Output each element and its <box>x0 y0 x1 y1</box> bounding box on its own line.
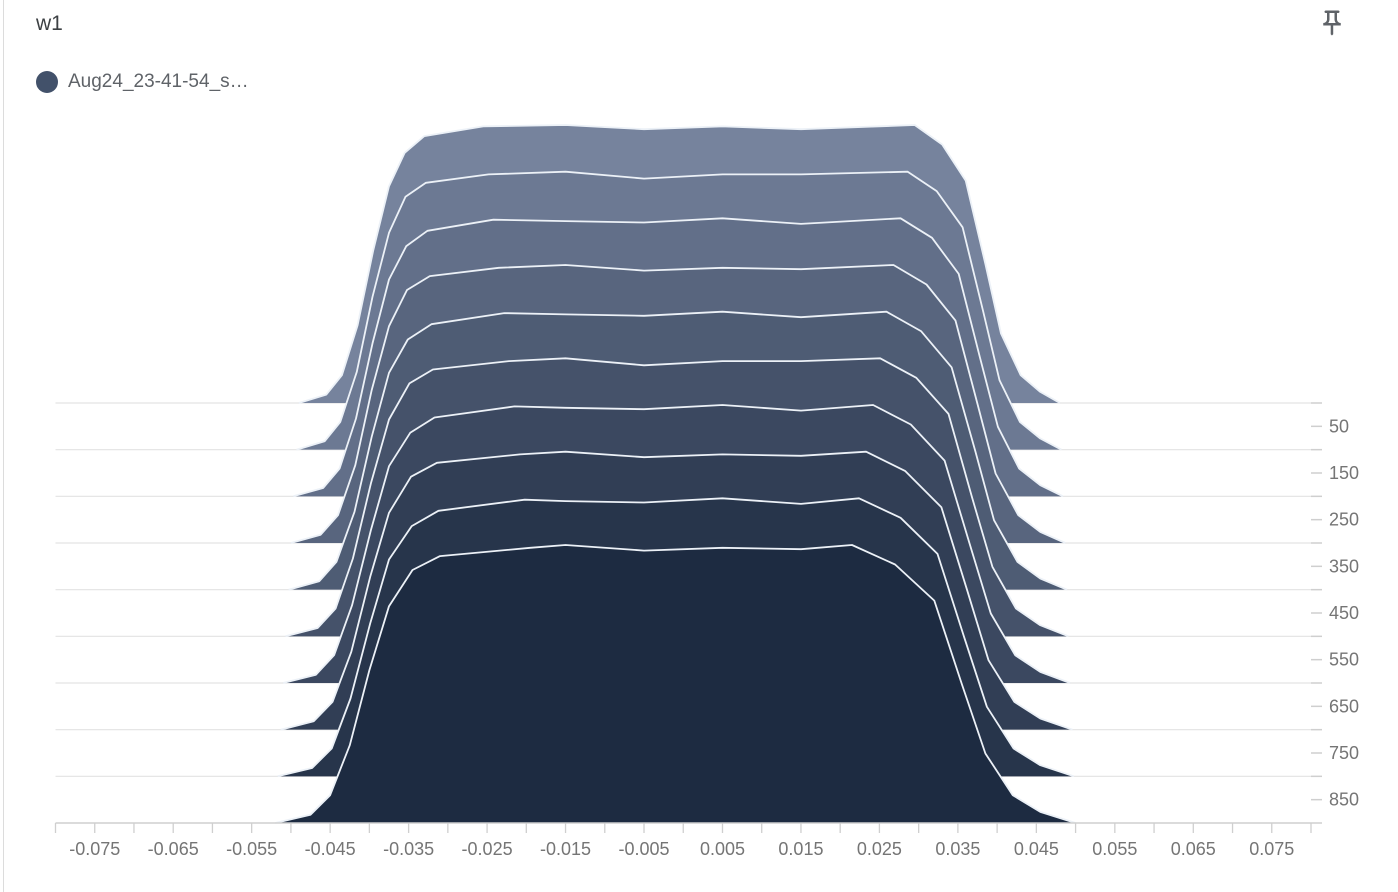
step-axis-label: 450 <box>1329 603 1359 623</box>
ridge-outline-step-700 <box>280 450 1073 731</box>
ridge-outline-step-900 <box>274 544 1076 824</box>
x-axis-label: -0.065 <box>148 839 199 859</box>
x-axis-label: -0.055 <box>226 839 277 859</box>
x-axis-label: 0.025 <box>857 839 902 859</box>
run-name-label: Aug24_23-41-54_s… <box>68 71 249 92</box>
push-pin-icon <box>1323 10 1341 36</box>
ridge-outline-step-300 <box>290 264 1066 544</box>
x-axis-label: 0.045 <box>1014 839 1059 859</box>
x-axis-label: 0.065 <box>1171 839 1216 859</box>
card-left-border <box>3 0 4 892</box>
ridge-outline-step-800 <box>277 497 1075 778</box>
x-axis-label: -0.075 <box>69 839 120 859</box>
x-axis-label: 0.015 <box>778 839 823 859</box>
ridge-outline-step-200 <box>293 217 1064 498</box>
step-axis-label: 50 <box>1329 416 1349 436</box>
step-axis-label: 550 <box>1329 650 1359 670</box>
x-axis-label: -0.045 <box>305 839 356 859</box>
step-axis-label: 350 <box>1329 556 1359 576</box>
ridge-outline-step-500 <box>285 357 1069 638</box>
ridge-outline-step-600 <box>282 404 1071 684</box>
x-axis-label: -0.005 <box>618 839 669 859</box>
step-axis-label: 850 <box>1329 790 1359 810</box>
ridge-outline-step-0 <box>298 124 1061 404</box>
step-axis-label: 750 <box>1329 743 1359 763</box>
x-axis-label: 0.055 <box>1092 839 1137 859</box>
run-legend: Aug24_23-41-54_s… <box>36 71 249 93</box>
x-axis-label: 0.075 <box>1249 839 1294 859</box>
histogram-ridge-step-900 <box>275 545 1076 823</box>
pin-card-button[interactable] <box>1314 5 1350 41</box>
ridge-outline-step-400 <box>288 310 1068 591</box>
run-color-dot <box>36 71 58 93</box>
step-axis-label: 250 <box>1329 510 1359 530</box>
x-axis-label: -0.015 <box>540 839 591 859</box>
chart-title: w1 <box>36 12 63 35</box>
x-axis-label: 0.005 <box>700 839 745 859</box>
x-axis-label: -0.035 <box>383 839 434 859</box>
x-axis-label: 0.035 <box>935 839 980 859</box>
x-axis-label: -0.025 <box>462 839 513 859</box>
ridge-outline-step-100 <box>296 170 1062 451</box>
step-axis-label: 650 <box>1329 696 1359 716</box>
step-axis-label: 150 <box>1329 463 1359 483</box>
